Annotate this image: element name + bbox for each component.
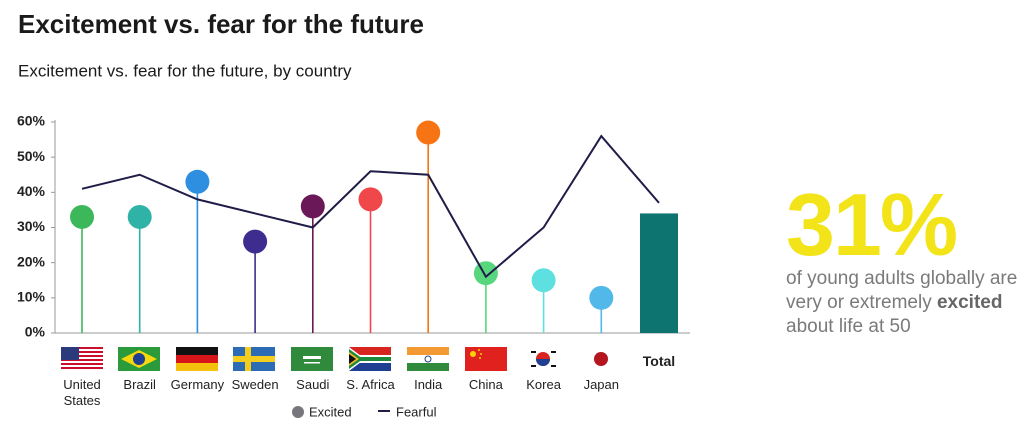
- line: [81, 134, 660, 279]
- x-tick-label: Brazil: [123, 377, 156, 392]
- lollipop-head: [300, 194, 325, 219]
- flag-us: [61, 347, 103, 371]
- x-tick-label: Total: [642, 353, 676, 369]
- lollipop-head: [416, 120, 441, 145]
- x-tick-label: India: [414, 377, 443, 392]
- x-tick-label: United States: [63, 377, 101, 408]
- x-tick-label: Sweden: [231, 377, 279, 392]
- y-tick-label: 20%: [17, 253, 46, 269]
- flag-india: [407, 347, 449, 371]
- chart-subtitle: Excitement vs. fear for the future, by c…: [18, 61, 352, 80]
- chart-title: Excitement vs. fear for the future: [18, 9, 424, 39]
- x-tick-label: S. Africa: [346, 377, 395, 392]
- callout-text: of young adults globally are very or ext…: [786, 267, 1018, 313]
- lollipop-head: [589, 285, 614, 310]
- flag-south-africa: [349, 347, 391, 371]
- lollipop-head: [531, 268, 556, 293]
- lollipop-head: [185, 169, 210, 194]
- legend-label: Fearful: [396, 404, 437, 419]
- y-tick-label: 10%: [17, 289, 46, 305]
- y-tick-label: 30%: [17, 218, 46, 234]
- y-tick-label: 50%: [17, 148, 46, 164]
- lollipop-head: [127, 204, 152, 229]
- lollipop-head: [70, 204, 94, 229]
- legend: Excited Fearful: [292, 404, 437, 419]
- flag-japan: [594, 352, 608, 366]
- x-tick-label: Saudi: [296, 377, 330, 392]
- flag-sweden: [233, 347, 275, 371]
- flag-korea: [531, 351, 556, 367]
- callout: 31% of young adults globally are very or…: [786, 175, 1021, 340]
- x-tick-label: Korea: [526, 377, 561, 392]
- legend-label: Excited: [309, 404, 352, 419]
- y-tick-label: 60%: [17, 113, 46, 129]
- legend-swatch: [292, 406, 304, 418]
- callout-headline: 31%: [786, 175, 958, 274]
- flag-china: [465, 347, 507, 371]
- flag-saudi: [291, 347, 333, 371]
- y-tick-label: 0%: [25, 324, 46, 340]
- bar: [640, 213, 678, 333]
- callout-text: about life at 50: [786, 316, 911, 338]
- flag-brazil: [118, 347, 160, 371]
- callout-bold: excited: [936, 291, 1003, 313]
- x-tick-label: Germany: [170, 377, 225, 392]
- lollipop-head: [243, 229, 268, 254]
- flag-germany: [176, 347, 218, 371]
- lollipop-head: [473, 261, 498, 286]
- x-tick-label: China: [468, 377, 503, 392]
- lollipop-head: [358, 187, 383, 212]
- x-tick-label: Japan: [583, 377, 619, 392]
- y-tick-label: 40%: [17, 183, 46, 199]
- flags: [61, 347, 608, 371]
